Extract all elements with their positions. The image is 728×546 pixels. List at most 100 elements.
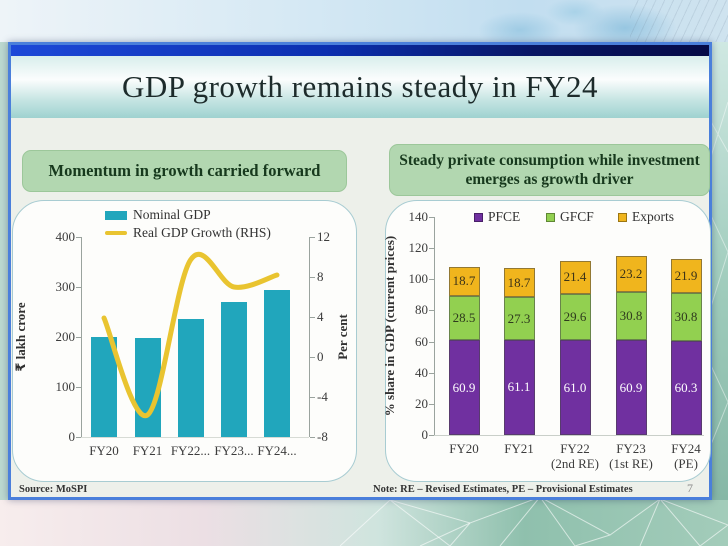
background-map-strip	[0, 0, 728, 42]
baseline	[81, 437, 309, 438]
right-axis-tick-label: -8	[317, 429, 328, 444]
bar-nominal-gdp-FY22...	[177, 319, 204, 437]
y-axis-tick-mark	[429, 341, 434, 343]
left-axis-tick-mark	[76, 387, 81, 388]
x-axis-label: FY23 (1st RE)	[609, 441, 653, 471]
right-chart-header-label: Steady private consumption while investm…	[399, 151, 700, 188]
y-axis-tick-mark	[429, 248, 434, 250]
left-axis-tick-label: 300	[55, 279, 76, 294]
title-band: GDP growth remains steady in FY24	[11, 56, 709, 118]
y-axis-tick-label: 80	[415, 302, 428, 318]
x-axis-label: FY24...	[257, 443, 297, 458]
segment-pfce-FY23: 60.9	[615, 340, 647, 435]
y-axis-tick-mark	[429, 217, 434, 218]
y-axis-tick-label: 0	[421, 427, 429, 442]
y-axis-tick-mark	[429, 310, 434, 312]
segment-exports-FY24: 21.9	[670, 259, 702, 294]
y-axis-tick-label: 100	[408, 271, 429, 287]
x-axis-label: FY23...	[214, 443, 254, 458]
right-axis-tick-mark	[310, 397, 315, 398]
gdp-share-chart: PFCE GFCF Exports 0 20 40 60 80 100 120 140 % sh…	[382, 200, 711, 482]
left-axis-tick-mark	[76, 237, 81, 238]
x-axis-label: FY22 (2nd RE)	[550, 441, 600, 471]
y-axis-tick-mark	[429, 372, 434, 374]
right-axis-tick-label: 8	[317, 269, 324, 284]
slide-top-bar	[11, 45, 709, 56]
segment-pfce-FY20: 60.9	[448, 340, 480, 435]
y-axis-tick-label: 60	[415, 333, 428, 349]
nominal-gdp-swatch	[105, 210, 127, 220]
segment-gfcf-FY20: 28.5	[448, 295, 480, 341]
y-axis-tick-mark	[429, 403, 434, 405]
x-axis-label: FY20	[89, 443, 119, 458]
legend-label: Real GDP Growth (RHS)	[133, 225, 271, 240]
segment-pfce-FY24: 60.3	[670, 341, 702, 435]
left-chart-header-label: Momentum in growth carried forward	[48, 161, 321, 180]
bar-nominal-gdp-FY21	[134, 338, 161, 437]
right-axis-line	[309, 237, 310, 437]
y-axis-line	[434, 217, 435, 435]
y-axis-title: % share in GDP (current prices)	[382, 235, 397, 417]
left-axis-tick-label: 200	[55, 329, 76, 344]
left-axis-tick-mark	[76, 437, 81, 438]
right-axis-tick-label: 4	[317, 309, 324, 324]
estimates-note: Note: RE – Revised Estimates, PE – Provi…	[373, 484, 633, 495]
left-axis-tick-mark	[76, 287, 81, 288]
segment-pfce-FY21: 61.1	[503, 339, 535, 435]
baseline	[434, 435, 704, 436]
legend-item-exports: Exports	[618, 209, 674, 225]
segment-gfcf-FY21: 27.3	[503, 297, 535, 340]
segment-exports-FY20: 18.7	[448, 266, 480, 296]
y-axis-tick-label: 120	[408, 240, 429, 256]
left-axis-tick-label: 400	[55, 229, 76, 244]
x-axis-label: FY20	[449, 441, 479, 456]
page-number: 7	[687, 481, 693, 495]
legend-item-gfcf: GFCF	[546, 209, 594, 225]
segment-exports-FY21: 18.7	[503, 268, 535, 298]
right-axis-tick-mark	[310, 317, 315, 318]
legend-label: Nominal GDP	[133, 207, 211, 222]
left-chart-header: Momentum in growth carried forward	[22, 150, 347, 192]
left-axis-line	[81, 237, 82, 437]
segment-pfce-FY22: 61.0	[559, 340, 591, 435]
right-axis-tick-mark	[310, 437, 315, 438]
exports-swatch	[618, 212, 627, 222]
legend-label: PFCE	[488, 209, 521, 224]
segment-gfcf-FY24: 30.8	[670, 293, 702, 342]
right-chart-header: Steady private consumption while investm…	[389, 144, 710, 196]
left-axis-tick-label: 100	[55, 379, 76, 394]
left-y-axis-title: ₹ lakh crore	[13, 302, 28, 372]
segment-exports-FY22: 21.4	[559, 260, 591, 294]
y-axis-tick-mark	[429, 279, 434, 281]
legend-item-pfce: PFCE	[474, 209, 520, 225]
gfcf-swatch	[546, 212, 555, 222]
pfce-swatch	[474, 212, 483, 222]
right-axis-tick-label: 12	[317, 229, 330, 244]
segment-gfcf-FY22: 29.6	[559, 293, 591, 341]
real-gdp-growth-swatch	[105, 231, 127, 235]
y-axis-tick-mark	[429, 435, 434, 436]
source-note: Source: MoSPI	[19, 484, 88, 495]
bar-nominal-gdp-FY20	[91, 336, 117, 437]
right-axis-tick-mark	[310, 277, 315, 278]
segment-exports-FY23: 23.2	[615, 256, 647, 293]
bar-nominal-gdp-FY23...	[221, 301, 247, 437]
x-axis-label: FY21	[504, 441, 534, 456]
y-axis-tick-label: 20	[415, 395, 428, 411]
legend-item-nominal-gdp: Nominal GDP	[105, 207, 211, 223]
slide: GDP growth remains steady in FY24 Moment…	[8, 42, 712, 500]
right-axis-tick-label: -4	[317, 389, 328, 404]
right-axis-tick-mark	[310, 237, 315, 238]
y-axis-tick-label: 40	[415, 364, 428, 380]
legend-label: Exports	[632, 209, 674, 224]
right-y-axis-title: Per cent	[335, 314, 350, 360]
y-axis-tick-label: 140	[408, 209, 429, 224]
segment-gfcf-FY23: 30.8	[615, 292, 647, 341]
x-axis-label: FY24 (PE)	[671, 441, 701, 471]
x-axis-label: FY21	[132, 443, 163, 458]
page-title: GDP growth remains steady in FY24	[121, 69, 598, 104]
left-axis-tick-label: 0	[68, 429, 76, 444]
right-axis-tick-mark	[310, 357, 315, 358]
x-axis-label: FY22...	[170, 443, 211, 458]
bar-nominal-gdp-FY24...	[264, 289, 290, 437]
